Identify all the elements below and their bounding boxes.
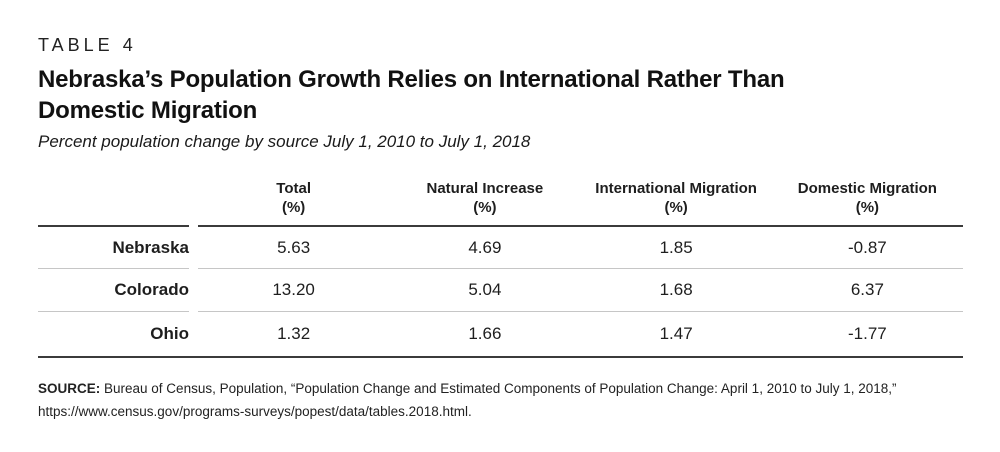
table-row-ohio: Ohio 1.32 1.66 1.47 -1.77	[38, 311, 963, 356]
source-note: SOURCE: Bureau of Census, Population, “P…	[38, 378, 958, 423]
source-label: SOURCE:	[38, 381, 101, 396]
column-header-label: International Migration	[595, 180, 757, 197]
source-url: https://www.census.gov/programs-surveys/…	[38, 403, 472, 419]
column-header-label: Domestic Migration	[797, 180, 937, 197]
column-header-natural-increase: Natural Increase (%)	[389, 179, 580, 225]
table-cell: 1.66	[468, 324, 502, 343]
table-cell: 6.37	[850, 280, 884, 299]
table-cell: 4.69	[468, 237, 502, 257]
header-row-label-spacer	[38, 179, 189, 225]
table-cell: 1.68	[659, 280, 693, 299]
table-cell: -0.87	[848, 237, 887, 257]
figure-title-line2: Domestic Migration	[38, 97, 258, 124]
figure-title-line1: Nebraska’s Population Growth Relies on I…	[38, 66, 785, 93]
table-cell: 1.32	[277, 324, 311, 343]
table-cell: 1.47	[659, 324, 693, 343]
table-cell: 1.85	[659, 237, 693, 257]
data-table: Total (%) Natural Increase (%) Internati…	[38, 179, 963, 358]
table-row-colorado: Colorado 13.20 5.04 1.68 6.37	[38, 268, 963, 311]
table-cell: -1.77	[848, 324, 887, 343]
row-cells: 1.32 1.66 1.47 -1.77	[198, 311, 963, 356]
table-cell: 5.04	[468, 280, 502, 299]
figure-title: Nebraska’s Population Growth Relies on I…	[38, 64, 963, 126]
table-cell: 5.63	[277, 237, 311, 257]
table-bottom-rule	[38, 356, 963, 358]
column-header-total: Total (%)	[198, 179, 389, 225]
row-label: Nebraska	[38, 225, 189, 268]
column-header-unit: (%)	[855, 199, 880, 216]
column-header-unit: (%)	[664, 199, 688, 216]
header-cells: Total (%) Natural Increase (%) Internati…	[198, 179, 963, 225]
column-header-label: Total	[276, 180, 311, 197]
column-header-unit: (%)	[281, 199, 306, 216]
figure-content: TABLE 4 Nebraska’s Population Growth Rel…	[38, 35, 963, 423]
table-header-row: Total (%) Natural Increase (%) Internati…	[38, 179, 963, 225]
column-header-international-migration: International Migration (%)	[581, 179, 772, 225]
source-text: Bureau of Census, Population, “Populatio…	[100, 381, 897, 396]
column-header-label: Natural Increase	[426, 180, 544, 197]
column-header-unit: (%)	[473, 199, 497, 216]
table-cell: 13.20	[272, 280, 315, 299]
table-number-label: TABLE 4	[38, 35, 137, 55]
row-cells: 13.20 5.04 1.68 6.37	[198, 268, 963, 311]
figure-subtitle: Percent population change by source July…	[38, 132, 531, 151]
row-label: Colorado	[38, 268, 189, 311]
table-row-nebraska: Nebraska 5.63 4.69 1.85 -0.87	[38, 225, 963, 268]
column-header-domestic-migration: Domestic Migration (%)	[772, 179, 963, 225]
row-label: Ohio	[38, 311, 189, 356]
row-cells: 5.63 4.69 1.85 -0.87	[198, 225, 963, 268]
